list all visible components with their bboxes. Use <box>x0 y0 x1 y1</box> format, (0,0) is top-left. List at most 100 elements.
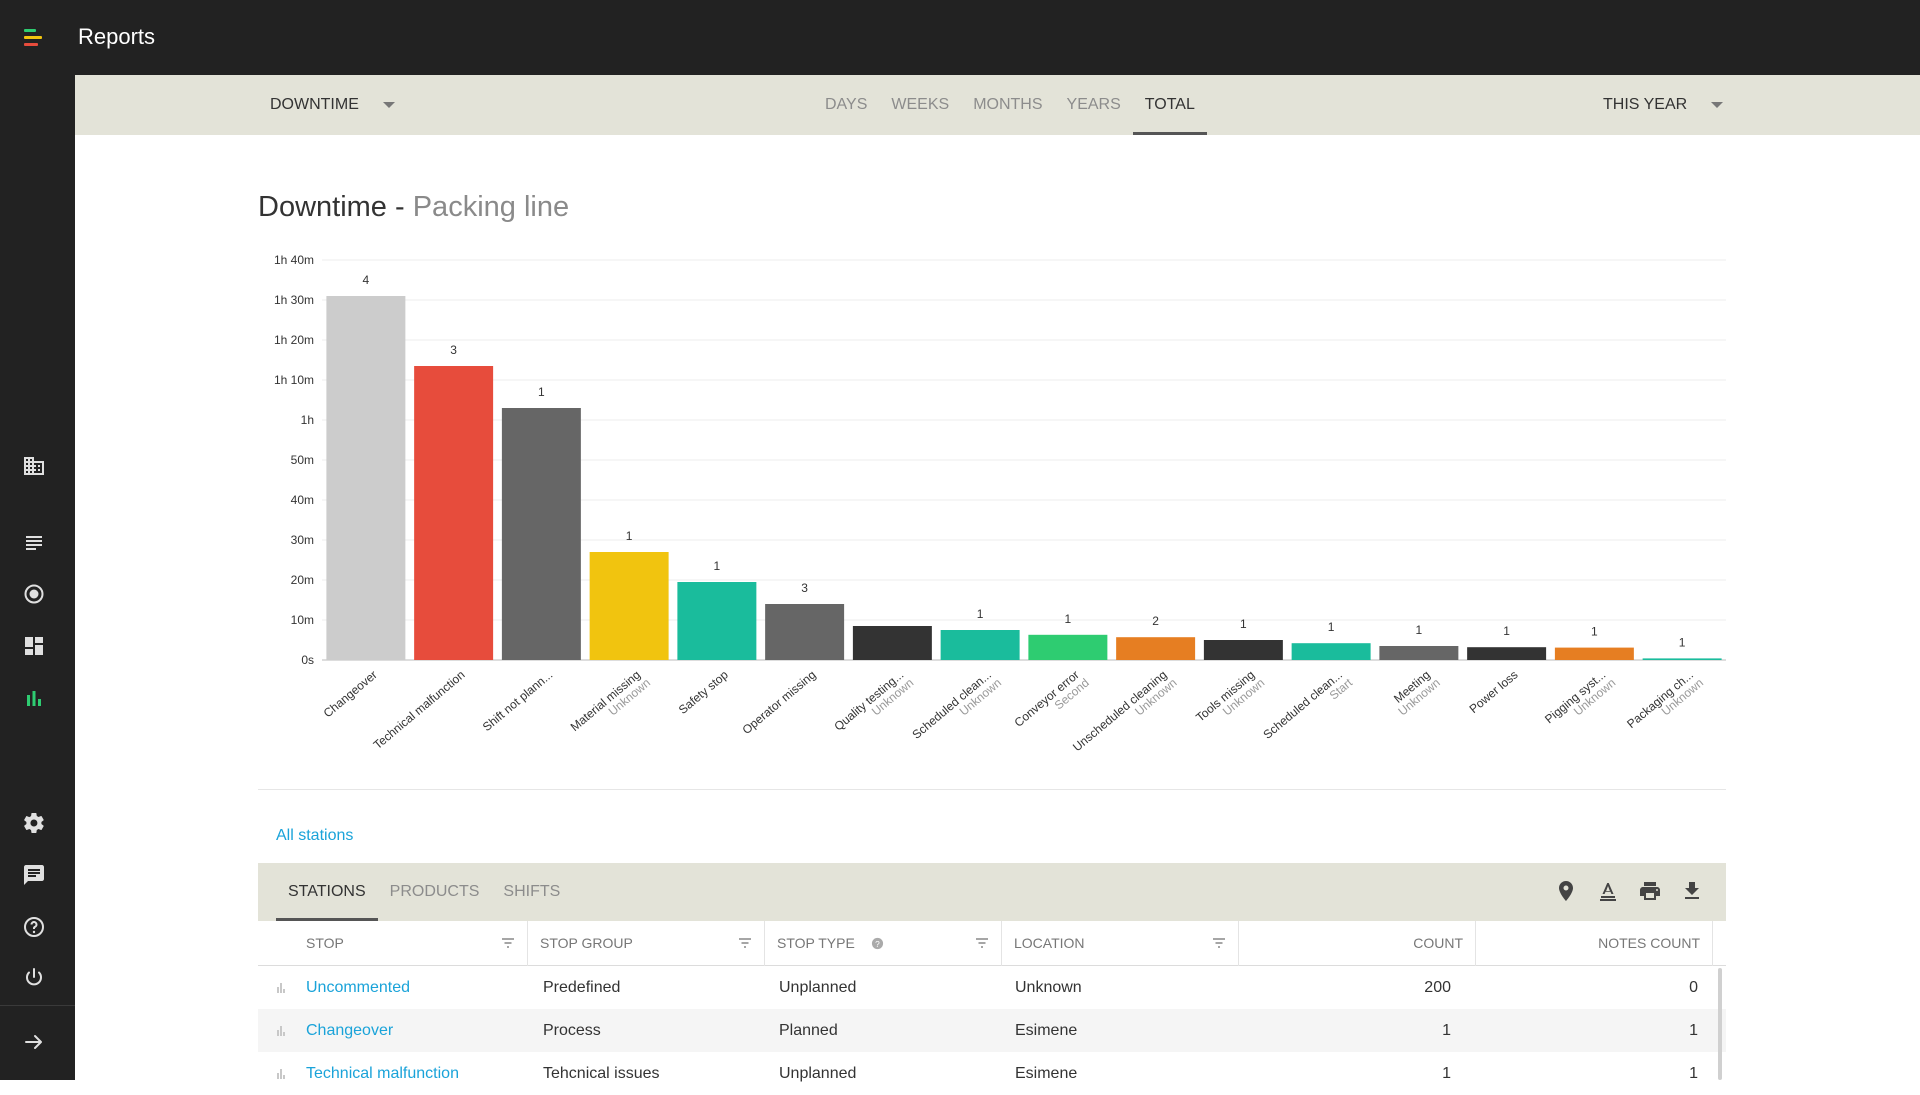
chart-bar <box>1467 647 1547 660</box>
app-title: Reports <box>78 24 156 49</box>
table-scrollbar[interactable] <box>1718 968 1722 1080</box>
y-tick-label: 10m <box>291 613 314 627</box>
column-header-stop[interactable]: STOP <box>258 921 528 966</box>
chart-bar <box>852 626 932 660</box>
count-cell: 200 <box>1424 979 1451 996</box>
help-icon[interactable] <box>22 915 46 939</box>
column-header-label: STOP GROUP <box>540 935 633 951</box>
x-tick-label: Power loss <box>1467 668 1521 716</box>
page-title-separator: - <box>386 191 413 223</box>
table-tabs: STATIONS PRODUCTS SHIFTS <box>276 863 572 921</box>
column-header-stop-type[interactable]: STOP TYPE ? <box>765 921 1002 966</box>
app-logo-icon[interactable] <box>24 29 44 47</box>
column-header-notes-count[interactable]: NOTES COUNT <box>1476 921 1713 966</box>
x-tick-label: Shift not plann... <box>480 668 555 734</box>
column-header-label: STOP TYPE <box>777 935 855 951</box>
power-icon[interactable] <box>22 966 46 990</box>
table-row[interactable]: Technical malfunction Tehcnical issues U… <box>258 1052 1726 1095</box>
column-header-location[interactable]: LOCATION <box>1002 921 1239 966</box>
table-row[interactable]: Uncommented Predefined Unplanned Unknown… <box>258 966 1726 1009</box>
column-header-count[interactable]: COUNT <box>1239 921 1476 966</box>
metric-dropdown-label: DOWNTIME <box>270 96 359 113</box>
x-tick-label: Operator missing <box>740 668 819 737</box>
chevron-down-icon <box>1711 102 1724 108</box>
chevron-down-icon <box>382 102 395 108</box>
table-toolbar: STATIONS PRODUCTS SHIFTS <box>258 863 1726 921</box>
bar-chart-icon[interactable] <box>275 1067 287 1079</box>
column-header-stop-group[interactable]: STOP GROUP <box>528 921 765 966</box>
chart-bar <box>501 408 581 660</box>
stop-group-cell: Tehcnical issues <box>543 1065 660 1082</box>
filter-icon[interactable] <box>975 936 989 950</box>
stop-type-cell: Planned <box>779 1022 838 1039</box>
stop-link[interactable]: Uncommented <box>306 979 411 996</box>
bar-chart-icon[interactable] <box>275 981 287 993</box>
filter-icon[interactable] <box>1212 936 1226 950</box>
stop-group-cell: Predefined <box>543 979 621 996</box>
filter-icon[interactable] <box>738 936 752 950</box>
tab-days[interactable]: DAYS <box>825 96 868 113</box>
target-icon[interactable] <box>22 582 46 606</box>
stop-type-cell: Unplanned <box>779 979 857 996</box>
tab-stations[interactable]: STATIONS <box>276 863 378 921</box>
column-header-label: COUNT <box>1413 935 1463 951</box>
bar-count-label: 1 <box>1503 624 1510 638</box>
downtime-bar-chart: 0s 10m 20m 30m 40m 50m 1h 1h 10m 1h 20m 1h 30m 1h … <box>274 253 1726 754</box>
stop-link[interactable]: Technical malfunction <box>306 1065 459 1082</box>
chat-icon[interactable] <box>22 863 46 887</box>
tab-months[interactable]: MONTHS <box>973 96 1043 113</box>
y-tick-label: 1h 20m <box>274 333 314 347</box>
range-dropdown[interactable]: THIS YEAR <box>1603 75 1724 135</box>
all-stations-link[interactable]: All stations <box>276 827 354 844</box>
bar-count-label: 1 <box>626 529 633 543</box>
location-cell: Unknown <box>1015 979 1082 996</box>
chart-bar <box>1291 643 1371 660</box>
bar-count-label: 1 <box>1240 617 1247 631</box>
table-row[interactable]: Changeover Process Planned Esimene 1 1 <box>258 1009 1726 1052</box>
location-cell: Esimene <box>1015 1065 1078 1082</box>
tab-weeks[interactable]: WEEKS <box>891 96 950 113</box>
location-pin-icon[interactable] <box>1554 879 1578 903</box>
sidebar <box>0 75 75 1080</box>
bar-chart-icon[interactable] <box>275 1024 287 1036</box>
print-icon[interactable] <box>1638 879 1662 903</box>
y-tick-label: 40m <box>291 493 314 507</box>
page-title: Downtime - Packing line <box>258 191 569 224</box>
y-tick-label: 30m <box>291 533 314 547</box>
column-header-label: LOCATION <box>1014 935 1085 951</box>
chart-bar <box>1379 646 1459 660</box>
tab-total[interactable]: TOTAL <box>1132 75 1207 135</box>
bar-count-label: 1 <box>1591 625 1598 639</box>
bar-count-label: 1 <box>714 559 721 573</box>
download-icon[interactable] <box>1680 879 1704 903</box>
bar-chart-icon[interactable] <box>22 686 46 710</box>
chart-bar <box>1554 647 1634 660</box>
period-tabs: DAYS WEEKS MONTHS YEARS TOTAL <box>813 75 1207 135</box>
stop-group-cell: Process <box>543 1022 601 1039</box>
bar-count-label: 3 <box>450 343 457 357</box>
chart-bar <box>677 582 757 660</box>
tab-products[interactable]: PRODUCTS <box>389 883 480 900</box>
tab-shifts[interactable]: SHIFTS <box>503 883 561 900</box>
y-tick-label: 1h 10m <box>274 373 314 387</box>
arrow-right-icon[interactable] <box>22 1030 46 1054</box>
chart-bar <box>1642 658 1722 660</box>
text-format-icon[interactable] <box>1596 879 1620 903</box>
column-header-label: NOTES COUNT <box>1598 935 1700 951</box>
x-tick-label: Changeover <box>321 668 380 721</box>
x-tick-label: Safety stop <box>676 667 731 717</box>
dashboard-icon[interactable] <box>22 634 46 658</box>
table-tools <box>1554 879 1704 903</box>
chart-bar <box>1028 634 1108 660</box>
bar-count-label: 1 <box>538 385 545 399</box>
help-icon[interactable]: ? <box>871 937 884 950</box>
notes-count-cell: 1 <box>1689 1022 1698 1039</box>
filter-icon[interactable] <box>501 936 515 950</box>
metric-dropdown[interactable]: DOWNTIME <box>270 75 395 135</box>
tab-years[interactable]: YEARS <box>1066 96 1121 113</box>
stop-link[interactable]: Changeover <box>306 1022 394 1039</box>
building-icon[interactable] <box>22 454 46 478</box>
list-icon[interactable] <box>22 530 46 554</box>
gear-icon[interactable] <box>22 811 46 835</box>
count-cell: 1 <box>1442 1022 1451 1039</box>
